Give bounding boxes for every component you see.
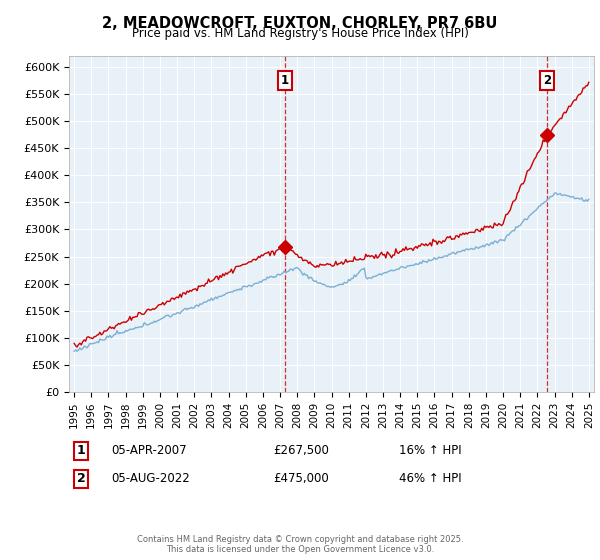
Text: 2: 2 [543,74,551,87]
Text: 2: 2 [77,472,85,486]
Text: £267,500: £267,500 [273,444,329,458]
Text: 1: 1 [281,74,289,87]
Text: Contains HM Land Registry data © Crown copyright and database right 2025.
This d: Contains HM Land Registry data © Crown c… [137,535,463,554]
Text: 05-AUG-2022: 05-AUG-2022 [111,472,190,486]
Text: 16% ↑ HPI: 16% ↑ HPI [399,444,461,458]
Text: 2, MEADOWCROFT, EUXTON, CHORLEY, PR7 6BU: 2, MEADOWCROFT, EUXTON, CHORLEY, PR7 6BU [103,16,497,31]
Text: Price paid vs. HM Land Registry's House Price Index (HPI): Price paid vs. HM Land Registry's House … [131,27,469,40]
Text: 1: 1 [77,444,85,458]
Text: £475,000: £475,000 [273,472,329,486]
Text: 46% ↑ HPI: 46% ↑ HPI [399,472,461,486]
Text: 05-APR-2007: 05-APR-2007 [111,444,187,458]
